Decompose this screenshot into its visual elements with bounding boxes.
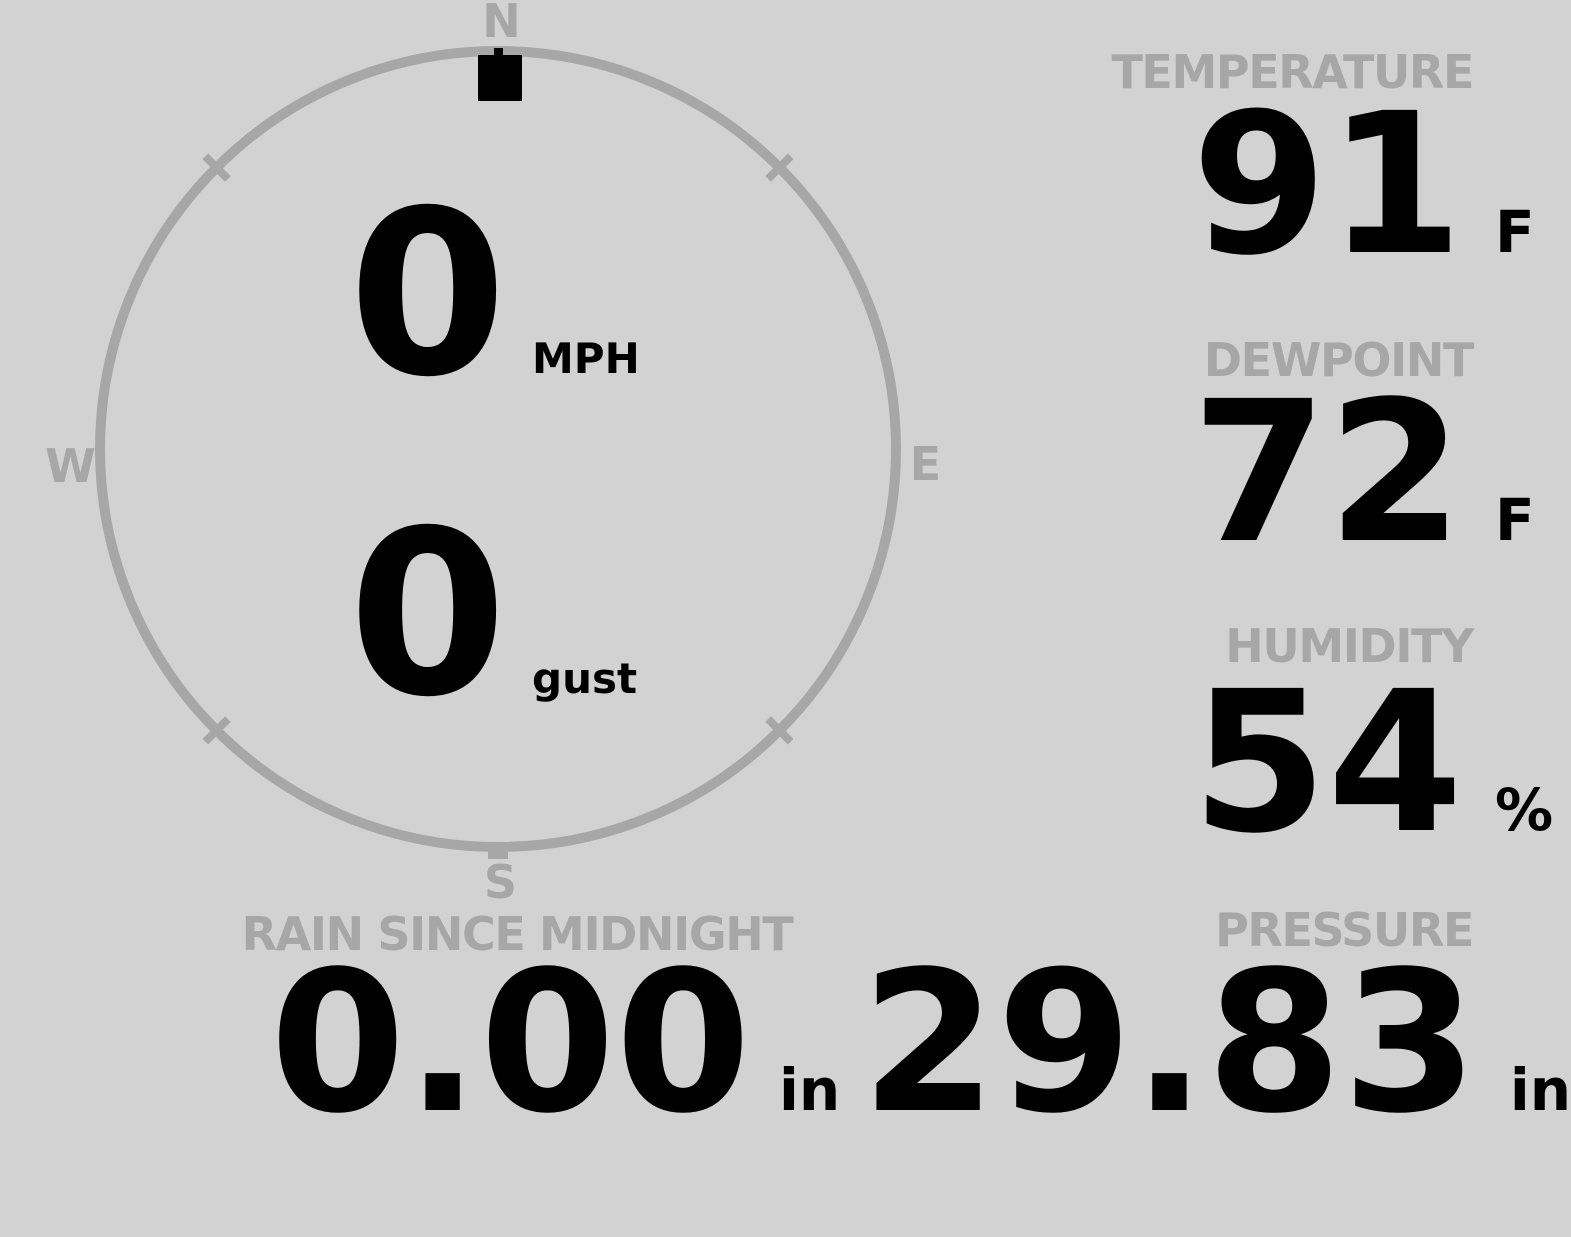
rain-label-text: RAIN SINCE MIDNIGHT (241, 907, 794, 961)
dewpoint-label-text: DEWPOINT (1203, 333, 1475, 387)
pressure-unit: in (1509, 1056, 1571, 1124)
dewpoint-label: DEWPOINT (1100, 333, 1475, 387)
compass-ring (95, 46, 901, 859)
dewpoint-unit: F (1495, 486, 1535, 554)
rain-unit: in (779, 1056, 841, 1124)
wind-gust-unit: gust (532, 654, 638, 703)
wind-speed-row: 0 MPH (0, 180, 712, 408)
wind-speed-unit: MPH (532, 334, 640, 383)
compass-label-north: N (482, 0, 520, 48)
dewpoint-value: 72 (1191, 359, 1463, 586)
temperature-value: 91 (1191, 71, 1463, 298)
compass-label-east: E (909, 437, 941, 491)
wind-speed-value: 0 (348, 161, 507, 427)
compass-tick-ne (765, 153, 794, 182)
temperature-unit: F (1495, 198, 1535, 266)
compass-tick-nw (202, 153, 231, 182)
wind-compass: N E S W 0 MPH 0 gust (0, 0, 1000, 920)
metrics-column: TEMPERATURE 91 F DEWPOINT 72 F HUMIDITY … (861, 0, 1571, 1237)
humidity-label: HUMIDITY (1100, 619, 1474, 673)
humidity-row: 54 % (1100, 665, 1571, 860)
pressure-label: PRESSURE (1100, 903, 1474, 957)
humidity-value: 54 (1191, 649, 1463, 876)
rain-value: 0.00 (269, 929, 751, 1156)
compass-label-south: S (483, 855, 517, 909)
wind-gust-value: 0 (348, 481, 507, 747)
rain-label: RAIN SINCE MIDNIGHT (0, 911, 1034, 957)
wind-gust-row: 0 gust (0, 500, 712, 728)
wind-direction-pointer (478, 48, 522, 101)
compass-label-west: W (45, 439, 96, 493)
pressure-row: 29.83 in (861, 945, 1571, 1140)
dewpoint-row: 72 F (1100, 375, 1571, 570)
humidity-unit: % (1495, 776, 1554, 844)
temperature-row: 91 F (1100, 87, 1571, 282)
temperature-label: TEMPERATURE (1100, 45, 1474, 99)
compass-tick-se (765, 716, 794, 745)
pressure-value: 29.83 (861, 929, 1478, 1156)
rain-row: 0.00 in (0, 945, 884, 1140)
temperature-label-text: TEMPERATURE (1111, 45, 1474, 99)
pressure-label-text: PRESSURE (1215, 903, 1474, 957)
humidity-label-text: HUMIDITY (1225, 619, 1474, 673)
compass-tick-sw (202, 716, 231, 745)
